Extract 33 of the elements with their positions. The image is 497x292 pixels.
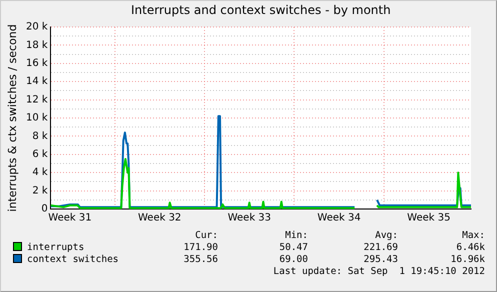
text: Max:	[462, 230, 485, 242]
y-tick-label: 12 k	[26, 94, 48, 106]
text: Min:	[285, 230, 308, 242]
x-tick-label: Week 33	[228, 212, 272, 224]
text: 69.00	[279, 254, 308, 266]
y-tick-label: 16 k	[26, 58, 48, 69]
x-tick-label: Week 34	[317, 212, 361, 224]
text: 221.69	[364, 242, 398, 254]
text: Cur:	[195, 230, 218, 242]
y-tick-label: 18 k	[26, 40, 48, 51]
y-tick-label: 6 k	[32, 148, 48, 160]
text: 295.43	[364, 254, 398, 266]
text: Avg:	[375, 230, 398, 242]
x-tick-label: Week 35	[407, 212, 450, 224]
y-tick-label: 14 k	[26, 76, 48, 88]
y-tick-label: 0	[41, 204, 48, 215]
text: 171.90	[184, 242, 218, 254]
text: 50.47	[279, 242, 308, 254]
text: 6.46k	[456, 242, 485, 254]
legend-label: context switches	[26, 254, 119, 266]
y-tick-label: 20 k	[26, 22, 48, 33]
y-tick-label: 8 k	[32, 130, 48, 142]
x-tick-label: Week 31	[48, 212, 92, 224]
y-tick-label: 10 k	[26, 112, 48, 124]
y-axis-title: interrupts & ctx switches / second	[6, 24, 19, 212]
legend-label: interrupts	[26, 242, 84, 254]
text: Last update: Sat Sep 1 19:45:10 2012	[273, 266, 485, 278]
y-tick-label: 2 k	[32, 185, 48, 196]
y-tick-label: 4 k	[32, 167, 48, 178]
text: 355.56	[184, 254, 218, 266]
x-tick-label: Week 32	[138, 212, 182, 224]
text: 16.96k	[450, 254, 485, 266]
chart-title: Interrupts and context switches - by month	[130, 3, 391, 18]
